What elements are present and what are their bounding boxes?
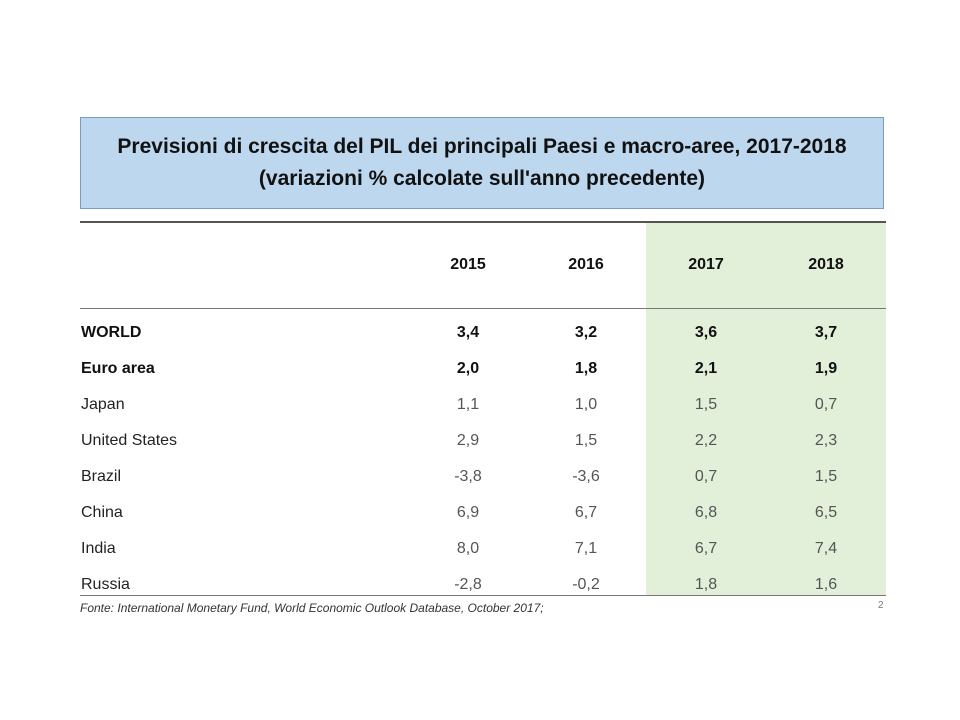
row-label: India [81, 540, 116, 557]
cell-2015: 3,4 [456, 324, 480, 341]
cell-2016: 3,2 [574, 324, 598, 341]
table-row: Euro area 2,0 1,8 2,1 1,9 [80, 357, 886, 381]
cell-2018: 1,5 [814, 468, 838, 485]
column-header-2018: 2018 [808, 256, 844, 273]
cell-2018: 6,5 [814, 504, 838, 521]
column-header-2015: 2015 [450, 256, 486, 273]
cell-2015: 2,0 [456, 360, 480, 377]
cell-2015: -2,8 [454, 576, 482, 593]
title-line-2: (variazioni % calcolate sull'anno preced… [258, 167, 706, 190]
cell-2017: 1,5 [694, 396, 718, 413]
cell-2017: 1,8 [694, 576, 718, 593]
cell-2017: 2,2 [694, 432, 718, 449]
title-line-1: Previsioni di crescita del PIL dei princ… [117, 135, 847, 158]
table-title-box: Previsioni di crescita del PIL dei princ… [80, 117, 884, 209]
table-row: Russia -2,8 -0,2 1,8 1,6 [80, 573, 886, 597]
row-label: China [81, 504, 123, 521]
cell-2017: 6,8 [694, 504, 718, 521]
cell-2016: 1,5 [574, 432, 598, 449]
table-row: United States 2,9 1,5 2,2 2,3 [80, 429, 886, 453]
header-separator-rule [80, 308, 886, 309]
table-row: India 8,0 7,1 6,7 7,4 [80, 537, 886, 561]
table-row: Brazil -3,8 -3,6 0,7 1,5 [80, 465, 886, 489]
row-label: Euro area [81, 360, 155, 377]
column-header-2017: 2017 [688, 256, 724, 273]
table-row: Japan 1,1 1,0 1,5 0,7 [80, 393, 886, 417]
cell-2017: 2,1 [694, 360, 718, 377]
cell-2015: 8,0 [456, 540, 480, 557]
table-row: WORLD 3,4 3,2 3,6 3,7 [80, 321, 886, 345]
table-bottom-rule [80, 595, 886, 596]
cell-2018: 1,6 [814, 576, 838, 593]
cell-2015: -3,8 [454, 468, 482, 485]
row-label: United States [81, 432, 178, 449]
row-label: Russia [81, 576, 130, 593]
row-label: Brazil [81, 468, 122, 485]
cell-2016: 1,0 [574, 396, 598, 413]
cell-2017: 0,7 [694, 468, 718, 485]
column-header-2016: 2016 [568, 256, 604, 273]
cell-2015: 6,9 [456, 504, 480, 521]
cell-2018: 0,7 [814, 396, 838, 413]
cell-2016: 6,7 [574, 504, 598, 521]
cell-2018: 3,7 [814, 324, 838, 341]
forecast-highlight-band [646, 222, 886, 596]
cell-2016: -3,6 [572, 468, 600, 485]
cell-2017: 6,7 [694, 540, 718, 557]
cell-2016: 7,1 [574, 540, 598, 557]
cell-2016: -0,2 [572, 576, 600, 593]
cell-2016: 1,8 [574, 360, 598, 377]
source-note: Fonte: International Monetary Fund, Worl… [80, 601, 544, 615]
row-label: Japan [81, 396, 125, 413]
cell-2018: 7,4 [814, 540, 838, 557]
table-row: China 6,9 6,7 6,8 6,5 [80, 501, 886, 525]
table-top-rule [80, 221, 886, 223]
cell-2017: 3,6 [694, 324, 718, 341]
row-label: WORLD [81, 324, 142, 341]
cell-2015: 2,9 [456, 432, 480, 449]
page-number: 2 [878, 600, 884, 611]
cell-2018: 2,3 [814, 432, 838, 449]
cell-2018: 1,9 [814, 360, 838, 377]
cell-2015: 1,1 [456, 396, 480, 413]
